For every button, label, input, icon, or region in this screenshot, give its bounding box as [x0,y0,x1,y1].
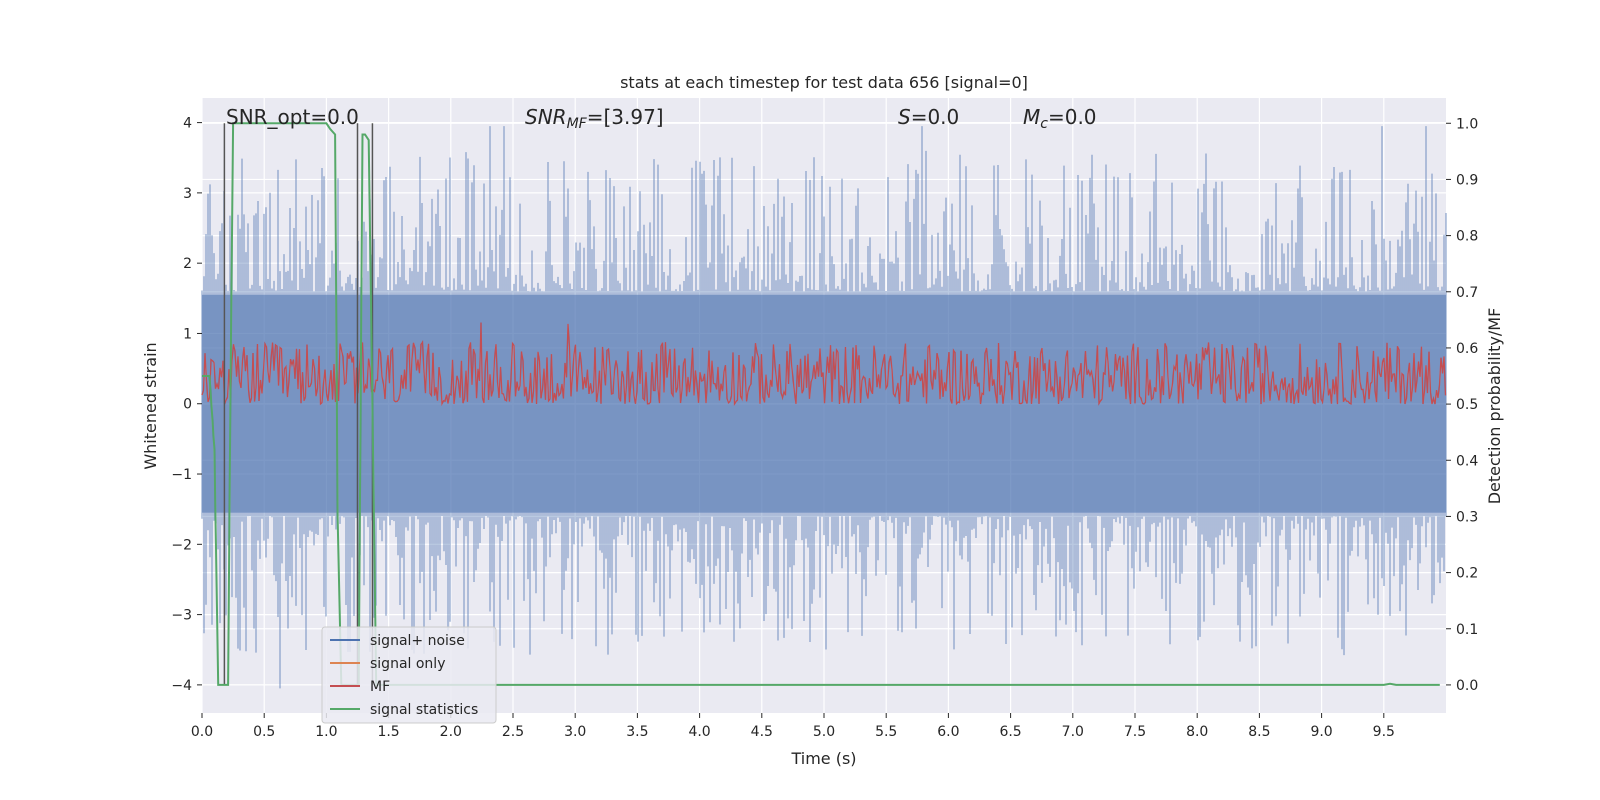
y2-tick-label: 0.6 [1456,341,1478,357]
y-tick-label: −1 [171,467,192,483]
x-tick-label: 6.5 [999,724,1021,740]
y2-tick-label: 0.9 [1456,172,1478,188]
snr-mf-value: =[3.97] [587,105,664,129]
legend-label-signal-plus-noise: signal+ noise [370,633,465,649]
y2-tick-label: 0.7 [1456,285,1478,301]
y-axis-label: Whitened strain [141,342,160,469]
mc-subscript: c [1040,116,1048,132]
x-tick-label: 0.0 [191,724,213,740]
x-tick-label: 8.5 [1248,724,1270,740]
x-tick-label: 0.5 [253,724,275,740]
legend-label-signal-statistics: signal statistics [370,702,478,718]
x-tick-label: 2.0 [440,724,462,740]
y2-tick-label: 0.0 [1456,678,1478,694]
s-annotation: S=0.0 [898,105,959,129]
mc-symbol: M [1023,105,1040,129]
noise-negative-spikes [201,403,1447,689]
x-axis-label: Time (s) [790,749,856,768]
x-tick-label: 5.0 [813,724,835,740]
y2-tick-label: 0.4 [1456,453,1478,469]
s-value: =0.0 [911,105,960,129]
legend-label-mf: MF [370,679,390,695]
y-tick-label: −2 [171,537,192,553]
y-tick-label: −4 [171,678,192,694]
legend-label-signal-only: signal only [370,656,445,672]
snr-mf-annotation: SNRMF=[3.97] [525,105,664,132]
series-signal-plus-noise [201,126,1447,689]
x-tick-label: 2.5 [502,724,524,740]
y-tick-label: −3 [171,608,192,624]
snr-mf-symbol: SNR [525,105,567,129]
y-tick-label: 4 [183,116,192,132]
mf-trace [201,322,1447,407]
y-tick-label: 0 [183,397,192,413]
s-symbol: S [898,105,911,129]
y2-tick-label: 0.8 [1456,229,1478,245]
chart-title: stats at each timestep for test data 656… [620,73,1028,92]
x-tick-label: 6.0 [937,724,959,740]
mc-annotation: Mc=0.0 [1023,105,1097,132]
x-tick-label: 3.0 [564,724,586,740]
x-tick-label: 4.5 [751,724,773,740]
y2-tick-label: 0.5 [1456,397,1478,413]
y2-tick-label: 0.2 [1456,566,1478,582]
y2-tick-label: 0.1 [1456,622,1478,638]
y-tick-label: 3 [183,186,192,202]
x-tick-label: 4.0 [688,724,710,740]
y-tick-label: 1 [183,326,192,342]
x-tick-label: 1.0 [315,724,337,740]
legend-box [321,626,497,724]
x-tick-label: 5.5 [875,724,897,740]
y-tick-label: 2 [183,256,192,272]
series-mf [201,322,1447,407]
x-tick-label: 9.0 [1310,724,1332,740]
y2-tick-label: 1.0 [1456,116,1478,132]
mc-value: =0.0 [1048,105,1097,129]
x-tick-label: 7.5 [1124,724,1146,740]
x-tick-label: 3.5 [626,724,648,740]
legend: signal+ noise signal only MF signal stat… [321,626,497,724]
y2-tick-label: 0.3 [1456,509,1478,525]
x-tick-label: 7.0 [1062,724,1084,740]
x-tick-label: 9.5 [1373,724,1395,740]
snr-mf-subscript: MF [567,116,588,132]
x-tick-label: 1.5 [377,724,399,740]
x-tick-label: 8.0 [1186,724,1208,740]
snr-opt-annotation: SNR_opt=0.0 [226,105,359,129]
tick-labels: 0.0 0.5 1.0 1.5 2.0 2.5 3.0 3.5 4.0 4.5 5.0 5.5 6.0 6… [171,116,1478,740]
noise-positive-spikes [201,126,1447,404]
y2-axis-label: Detection probability/MF [1485,308,1504,505]
